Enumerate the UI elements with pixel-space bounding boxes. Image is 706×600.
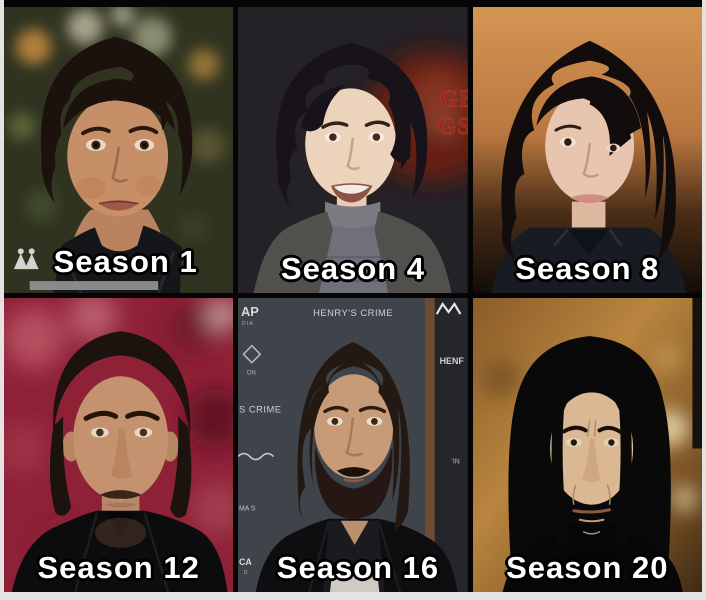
portrait-teen-boy [254,42,452,293]
portrait-man-mustache [11,331,228,592]
backdrop-text-on: ON [247,370,256,376]
stranger-things-letters-top: GE [440,86,468,112]
caption-season-1: Season 1 [53,244,198,279]
backdrop-m-logo-icon [436,302,462,315]
caption-season-16: Season 16 [276,550,440,585]
photo-longhair-young-man [472,7,702,293]
photo-bearded-man-stepandrepeat: AP D I A HENRY'S CRIME HENF ON S CRIME M… [238,298,468,592]
stranger-things-letters-bottom: GS [438,114,468,140]
portrait-stern-man [502,336,683,592]
backdrop-text-ma-s: MA S [239,506,256,513]
backdrop-chain-logo-icon [238,452,275,461]
caption-season-8: Season 8 [515,251,660,286]
photo-grid: Season 1 GE GS [4,0,702,592]
panel-season-12: Season 12 [4,298,234,592]
portrait-young-boy [40,36,193,293]
photo-teen-boy-premiere: GE GS [238,7,468,293]
photo-young-boy-outdoors [4,7,234,293]
portrait-bearded-man [256,342,458,592]
backdrop-text-dia: D I A [242,321,253,327]
backdrop-text-henrys-crime: HENRY'S CRIME [313,308,393,319]
panel-season-16: AP D I A HENRY'S CRIME HENF ON S CRIME M… [238,298,468,592]
backdrop-text-in: 'IN [452,459,460,466]
panel-season-1: Season 1 [4,7,234,293]
backdrop-diamond-logo-icon [242,344,262,364]
panel-season-20: Season 20 [472,298,702,592]
photo-man-red-backdrop [4,298,234,592]
backdrop-text-s-crime: S CRIME [239,404,282,415]
watermark-bar [29,281,159,291]
caption-season-4: Season 4 [280,251,426,286]
photo-stern-man-amber [472,298,702,592]
backdrop-text-d: D [244,570,248,576]
panel-season-8: Season 8 [472,7,702,293]
caption-season-20: Season 20 [506,550,669,585]
portrait-longhair-young-man [490,40,687,293]
backdrop-text-ap: AP [241,304,259,319]
backdrop-text-ca: CA [239,557,252,567]
panel-season-4: GE GS [238,7,468,293]
caption-season-12: Season 12 [37,550,200,585]
backdrop-text-henf: HENF [440,356,465,366]
kappa-logo-icon [13,248,39,270]
